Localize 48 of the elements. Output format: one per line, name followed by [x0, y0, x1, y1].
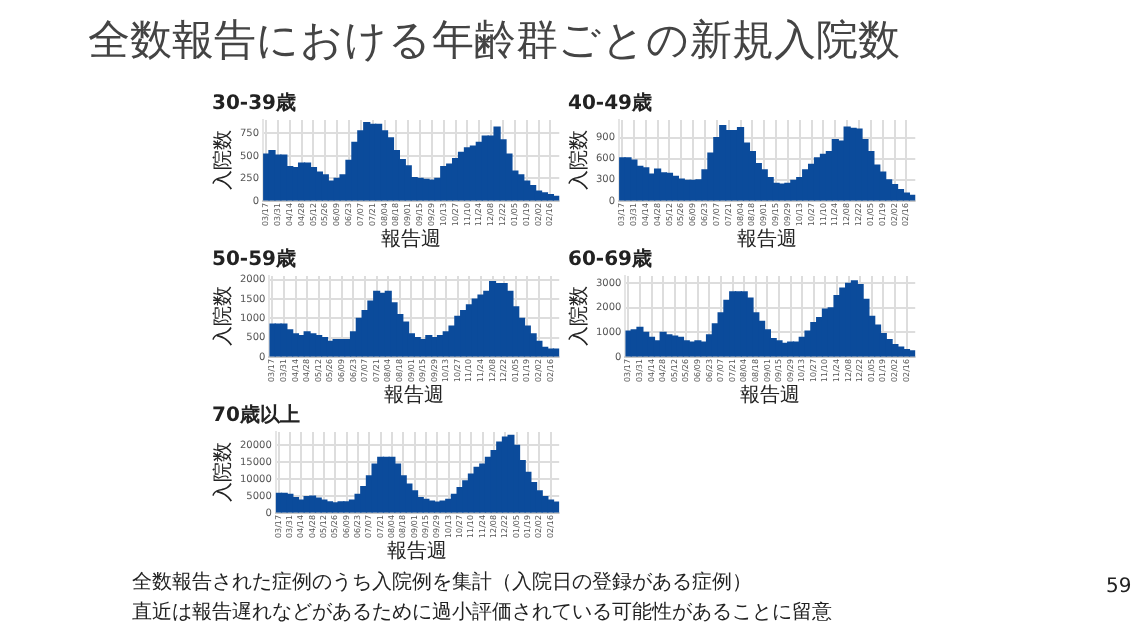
chart-title: 50-59歳 [212, 247, 296, 272]
x-axis-title: 報告週 [387, 539, 448, 564]
y-axis-title: 入院数 [211, 286, 236, 347]
text: 直近は報告遅れなどがあるために過小評価されている可能性があることに留意 [132, 599, 832, 626]
bar [394, 463, 402, 513]
bar [746, 297, 754, 357]
bar [552, 348, 560, 357]
bar [411, 490, 419, 513]
bar [547, 499, 555, 513]
bar [552, 195, 560, 201]
bar [682, 340, 690, 357]
x-axis-title: 報告週 [384, 383, 445, 408]
bar [534, 190, 543, 201]
chart-title: 60-69歳 [568, 247, 652, 272]
bar [897, 346, 905, 357]
text: 全数報告された症例のうち入院例を集計（入院日の登録がある症例） [132, 569, 752, 596]
bar [506, 290, 514, 357]
bar [873, 324, 882, 357]
y-axis-title: 入院数 [567, 130, 592, 191]
bar [523, 325, 531, 357]
y-axis-title: 入院数 [211, 130, 236, 191]
bar [896, 189, 905, 201]
bar [292, 497, 300, 513]
bar [343, 501, 351, 513]
text: 59 [1106, 576, 1132, 598]
bar [541, 496, 549, 513]
bar [439, 500, 447, 513]
chart-title: 70歳以上 [212, 403, 300, 428]
text: 全数報告における年齢群ごとの新規入院数 [88, 14, 900, 68]
x-axis-title: 報告週 [740, 383, 801, 408]
bar [552, 501, 560, 513]
bar [546, 193, 555, 201]
bar [326, 501, 334, 513]
x-axis-title: 報告週 [737, 227, 798, 252]
bar [337, 501, 345, 513]
chart-title: 40-49歳 [568, 91, 652, 116]
bar [535, 340, 543, 357]
chart-title: 30-39歳 [212, 91, 296, 116]
bar [775, 340, 783, 357]
bar [763, 329, 771, 357]
bar [523, 180, 531, 201]
bar [908, 194, 916, 201]
y-axis-title: 入院数 [567, 286, 592, 347]
bar [540, 192, 549, 201]
bar [908, 350, 916, 357]
bar [309, 495, 317, 513]
x-axis-title: 報告週 [381, 227, 442, 252]
y-axis-title: 入院数 [211, 442, 236, 503]
